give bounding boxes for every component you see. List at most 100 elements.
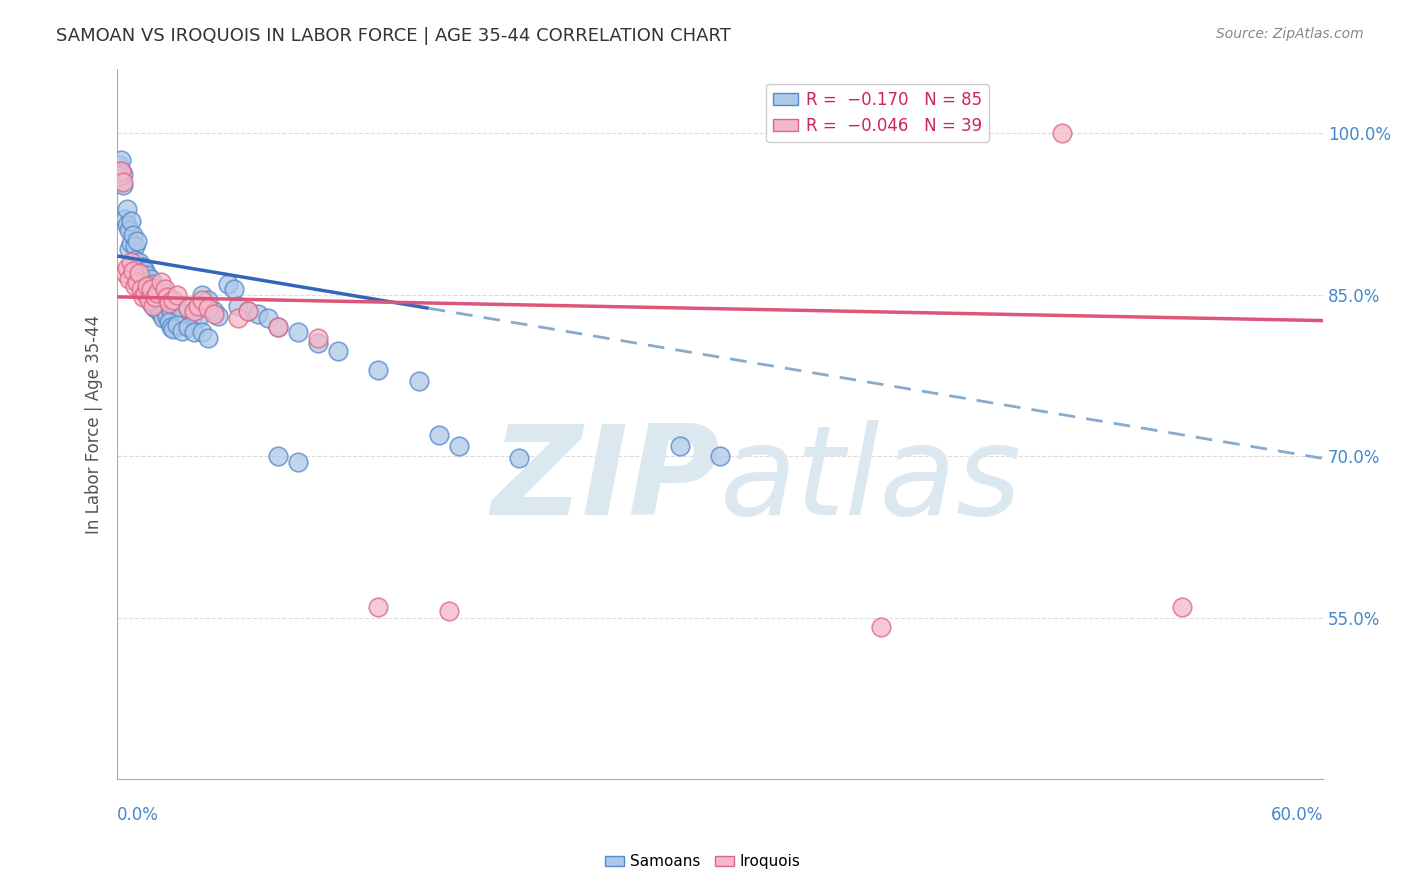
Point [115,218,138,232]
Point [287,326,309,340]
Point [136,279,159,293]
Point [138,279,160,293]
Text: 60.0%: 60.0% [1271,806,1323,824]
Point [176,301,198,315]
Point [134,264,156,278]
Point [120,235,142,250]
Point [367,600,389,615]
Point [141,282,163,296]
Point [156,290,179,304]
Point [142,293,165,307]
Point [162,293,184,307]
Point [124,279,146,293]
Point [159,315,181,329]
Point [187,298,209,312]
Point [145,290,167,304]
Point [217,277,239,291]
Point [134,285,156,300]
Point [197,293,219,307]
Legend: R =  −0.170   N = 85, R =  −0.046   N = 39: R = −0.170 N = 85, R = −0.046 N = 39 [766,84,990,142]
Point [197,331,219,345]
Point [114,266,136,280]
Point [202,304,225,318]
Point [122,264,145,278]
Point [150,293,173,307]
Point [122,258,145,272]
Point [508,451,530,466]
Point [176,320,198,334]
Point [131,266,153,280]
Point [108,169,131,184]
Point [110,153,132,167]
Point [112,178,135,192]
Point [124,239,146,253]
Point [267,450,290,464]
Point [110,164,132,178]
Point [202,307,225,321]
Point [246,307,269,321]
Point [159,296,181,310]
Point [236,304,259,318]
Point [120,255,142,269]
Text: atlas: atlas [720,420,1022,541]
Point [166,287,188,301]
Point [145,301,167,315]
Point [226,311,249,326]
Text: SAMOAN VS IROQUOIS IN LABOR FORCE | AGE 35-44 CORRELATION CHART: SAMOAN VS IROQUOIS IN LABOR FORCE | AGE … [56,27,731,45]
Point [155,302,177,317]
Point [307,336,329,351]
Point [367,363,389,377]
Point [156,310,179,324]
Point [127,234,149,248]
Point [166,318,188,332]
Point [122,228,145,243]
Point [132,290,155,304]
Point [176,301,198,315]
Point [131,282,153,296]
Point [226,298,249,312]
Point [150,275,173,289]
Point [138,293,160,307]
Point [115,202,138,216]
Point [148,304,170,318]
Point [118,271,141,285]
Point [156,290,179,304]
Point [427,427,450,442]
Point [190,326,212,340]
Point [142,277,165,291]
Point [127,260,149,275]
Point [136,268,159,283]
Point [110,164,132,178]
Point [669,438,692,452]
Point [155,282,177,296]
Point [183,326,205,340]
Point [128,275,150,289]
Point [148,287,170,301]
Point [160,320,183,334]
Point [162,322,184,336]
Point [190,287,212,301]
Point [709,450,731,464]
Point [134,277,156,291]
Point [146,298,169,312]
Point [141,271,163,285]
Point [267,320,290,334]
Point [170,307,193,321]
Point [110,175,132,189]
Point [236,304,259,318]
Point [190,293,212,307]
Point [207,310,229,324]
Point [114,212,136,227]
Point [197,301,219,315]
Point [108,159,131,173]
Point [170,324,193,338]
Point [1050,126,1073,140]
Point [447,438,470,452]
Point [870,619,893,633]
Point [132,282,155,296]
Point [287,455,309,469]
Point [267,320,290,334]
Point [152,311,174,326]
Point [162,296,184,310]
Point [108,169,131,184]
